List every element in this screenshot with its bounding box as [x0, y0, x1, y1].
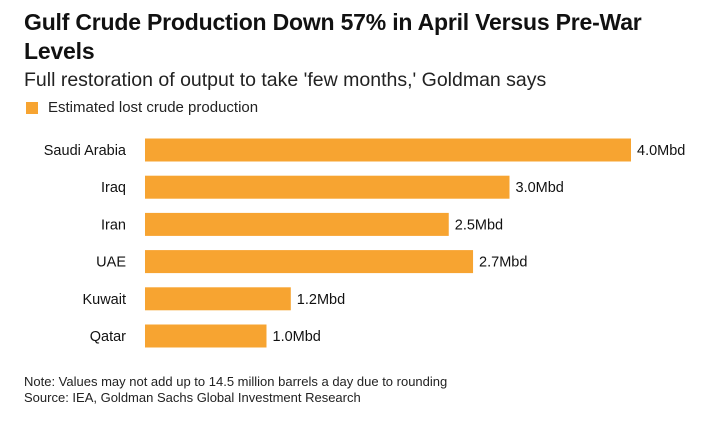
value-label: 1.0Mbd — [273, 329, 321, 345]
note-text: Note: Values may not add up to 14.5 mill… — [24, 374, 448, 389]
category-label: UAE — [96, 255, 126, 271]
bar — [145, 138, 631, 162]
bars — [145, 138, 631, 348]
category-label: Kuwait — [82, 292, 126, 308]
chart-title: Gulf Crude Production Down 57% in April … — [24, 9, 642, 64]
chart-footnote: Note: Values may not add up to 14.5 mill… — [24, 374, 447, 406]
category-label: Qatar — [90, 329, 126, 345]
category-label: Saudi Arabia — [44, 143, 127, 159]
value-label: 2.5Mbd — [455, 217, 503, 233]
value-label: 1.2Mbd — [297, 292, 345, 308]
legend-swatch — [26, 101, 38, 114]
bar — [145, 212, 449, 236]
bar — [145, 287, 291, 311]
bar — [145, 324, 267, 348]
category-label: Iran — [101, 217, 126, 233]
category-labels: Saudi Arabia Iraq Iran UAE Kuwait Qatar — [44, 143, 127, 345]
category-label: Iraq — [101, 180, 126, 196]
bar — [145, 250, 474, 274]
chart-subtitle: Full restoration of output to take 'few … — [24, 69, 547, 91]
legend-label: Estimated lost crude production — [48, 99, 259, 116]
bar — [145, 175, 510, 199]
value-label: 2.7Mbd — [479, 255, 527, 271]
value-label: 3.0Mbd — [516, 180, 564, 196]
value-labels: 4.0Mbd 3.0Mbd 2.5Mbd 2.7Mbd 1.2Mbd 1.0Mbd — [273, 143, 686, 345]
value-label: 4.0Mbd — [637, 143, 685, 159]
legend: Estimated lost crude production — [26, 99, 258, 116]
source-text: Source: IEA, Goldman Sachs Global Invest… — [24, 390, 361, 405]
